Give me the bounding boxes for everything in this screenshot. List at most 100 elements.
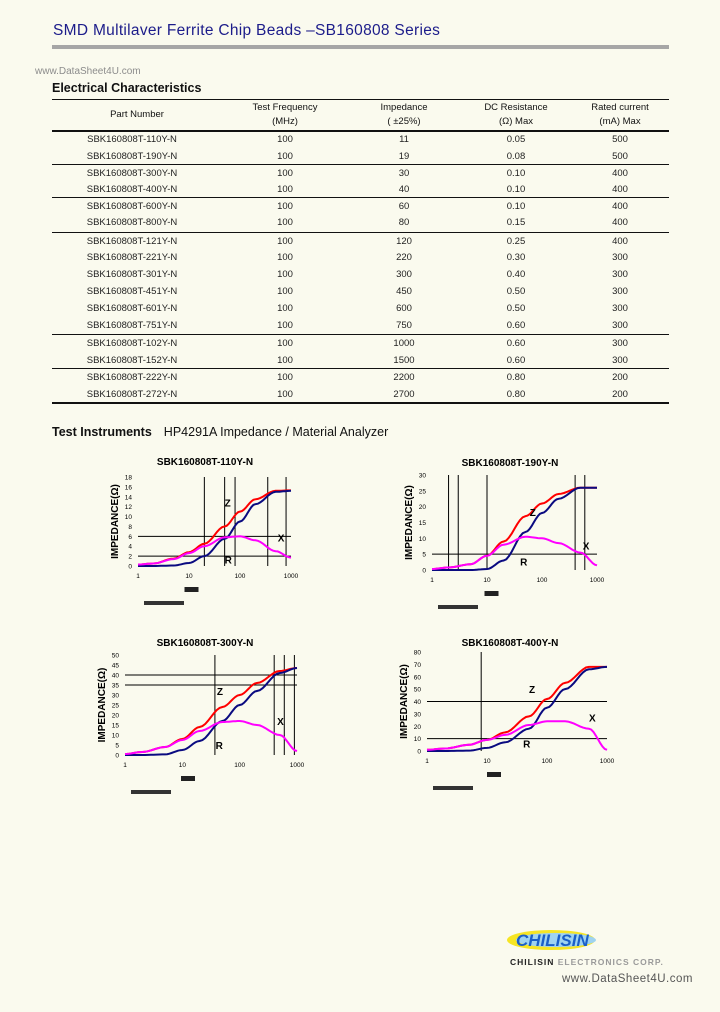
x-tick-label: 1: [136, 573, 140, 580]
column-header-unit: (mA) Max: [599, 116, 641, 127]
x-tick-label: 1: [123, 762, 127, 769]
table-cell: 0.10: [506, 184, 526, 195]
series-label-z: Z: [217, 687, 223, 698]
table-cell: 0.05: [506, 134, 526, 145]
series-z-line: [124, 667, 298, 755]
column-header-unit: ( ±25%): [387, 116, 421, 127]
series-x-line: [124, 720, 298, 755]
table-cell: 100: [277, 372, 293, 383]
series-label-z: Z: [529, 685, 535, 696]
column-header: Test Frequency: [252, 102, 318, 113]
table-cell: 500: [612, 151, 628, 162]
part-number: SBK160808T-301Y-N: [86, 269, 178, 280]
y-tick-label: 25: [419, 488, 427, 495]
y-axis-label: IMPEDANCE(Ω): [404, 485, 415, 560]
test-condition-caption: [438, 605, 478, 609]
table-cell: 400: [612, 236, 628, 247]
y-tick-label: 15: [419, 520, 427, 527]
y-axis-label: IMPEDANCE(Ω): [97, 668, 108, 743]
column-header: DC Resistance: [484, 102, 548, 113]
y-tick-label: 10: [419, 536, 427, 543]
table-cell: 0.40: [506, 269, 526, 280]
y-tick-label: 16: [125, 484, 133, 491]
y-tick-label: 80: [414, 650, 422, 657]
series-label-r: R: [523, 739, 531, 750]
chilisin-logo: CHILISIN: [507, 930, 596, 950]
table-cell: 300: [612, 320, 628, 331]
y-axis-label: IMPEDANCE(Ω): [399, 664, 410, 739]
x-axis-caption: [184, 587, 199, 592]
test-condition-caption: [131, 790, 171, 794]
y-tick-label: 10: [414, 736, 422, 743]
table-cell: 100: [277, 217, 293, 228]
table-cell: 19: [398, 151, 410, 162]
table-cell: 200: [612, 389, 628, 400]
table-cell: 100: [277, 151, 293, 162]
series-label-x: X: [278, 533, 285, 544]
x-axis-caption: [487, 772, 501, 777]
company-name: CHILISIN ELECTRONICS CORP.: [510, 957, 664, 967]
x-tick-label: 10: [185, 573, 193, 580]
y-axis-label: IMPEDANCE(Ω): [110, 484, 121, 559]
y-tick-label: 6: [128, 534, 132, 541]
table-cell: 2700: [393, 389, 415, 400]
x-tick-label: 1: [430, 577, 434, 584]
table-cell: 100: [277, 252, 293, 263]
table-cell: 30: [398, 168, 410, 179]
page-title: SMD Multilaver Ferrite Chip Beads –SB160…: [53, 22, 441, 39]
table-cell: 0.30: [506, 252, 526, 263]
series-label-x: X: [277, 717, 284, 728]
series-r-line: [427, 665, 608, 752]
table-cell: 100: [277, 269, 293, 280]
x-tick-label: 10: [483, 577, 491, 584]
part-number: SBK160808T-110Y-N: [87, 134, 177, 145]
y-tick-label: 5: [115, 743, 119, 750]
chart-title: SBK160808T-400Y-N: [462, 638, 559, 649]
x-tick-label: 100: [542, 758, 553, 765]
table-cell: 450: [396, 286, 412, 297]
chart-title: SBK160808T-300Y-N: [157, 638, 254, 649]
y-tick-label: 25: [112, 703, 120, 710]
y-tick-label: 18: [125, 475, 133, 482]
x-axis-caption: [181, 776, 195, 781]
table-cell: 400: [612, 168, 628, 179]
series-label-z: Z: [530, 508, 536, 519]
test-condition-caption: [433, 786, 473, 790]
x-tick-label: 100: [234, 762, 245, 769]
table-cell: 400: [612, 201, 628, 212]
x-tick-label: 100: [235, 573, 246, 580]
x-tick-label: 100: [537, 577, 548, 584]
table-cell: 0.60: [506, 338, 526, 349]
table-cell: 300: [396, 269, 412, 280]
part-number: SBK160808T-272Y-N: [86, 389, 178, 400]
table-rule: [52, 99, 669, 100]
series-r-line: [432, 486, 597, 571]
x-axis-caption: [484, 591, 499, 596]
table-cell: 1500: [393, 355, 415, 366]
series-z-line: [432, 486, 597, 570]
table-rule: [52, 402, 669, 404]
test-condition-caption: [144, 601, 184, 605]
table-cell: 100: [277, 338, 293, 349]
table-cell: 100: [277, 201, 293, 212]
table-cell: 0.15: [506, 217, 526, 228]
table-cell: 100: [277, 168, 293, 179]
part-number: SBK160808T-221Y-N: [86, 252, 178, 263]
part-number: SBK160808T-800Y-N: [86, 217, 178, 228]
table-cell: 600: [396, 303, 412, 314]
table-cell: 200: [612, 372, 628, 383]
y-tick-label: 0: [115, 753, 119, 760]
y-tick-label: 10: [112, 733, 120, 740]
series-label-x: X: [589, 713, 596, 724]
x-tick-label: 1: [425, 758, 429, 765]
table-cell: 0.60: [506, 320, 526, 331]
table-cell: 100: [277, 389, 293, 400]
part-number: SBK160808T-222Y-N: [86, 372, 178, 383]
part-number: SBK160808T-751Y-N: [86, 320, 178, 331]
table-cell: 100: [277, 320, 293, 331]
section-heading-electrical: Electrical Characteristics: [52, 81, 202, 95]
y-tick-label: 0: [128, 564, 132, 571]
y-tick-label: 50: [112, 653, 120, 660]
y-tick-label: 40: [414, 699, 422, 706]
title-divider: [52, 45, 669, 49]
